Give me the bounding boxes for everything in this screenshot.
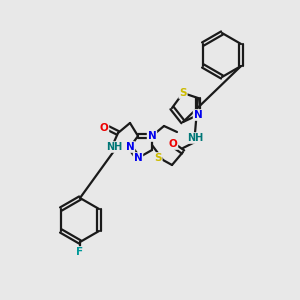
Text: N: N	[194, 110, 202, 120]
Text: O: O	[169, 139, 177, 149]
Text: N: N	[148, 131, 156, 141]
Text: F: F	[76, 247, 84, 257]
Text: N: N	[134, 153, 142, 163]
Text: NH: NH	[187, 133, 203, 143]
Text: S: S	[154, 153, 162, 163]
Text: N: N	[126, 142, 134, 152]
Text: O: O	[100, 123, 108, 133]
Text: S: S	[179, 88, 187, 98]
Text: NH: NH	[106, 142, 122, 152]
